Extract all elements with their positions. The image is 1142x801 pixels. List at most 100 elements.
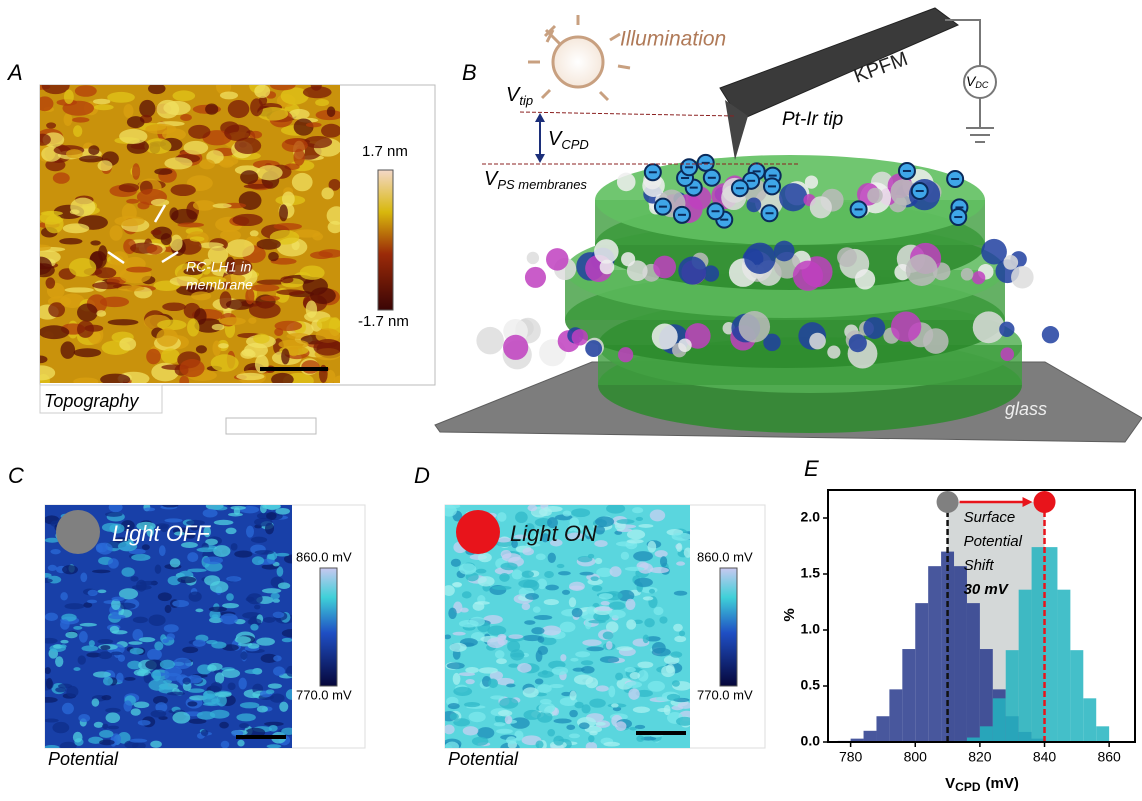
- panel-label: B: [462, 60, 477, 85]
- bar: [967, 603, 980, 742]
- texture-spot: [109, 615, 126, 620]
- texture-spot: [203, 690, 216, 699]
- texture-spot: [625, 567, 645, 571]
- texture-spot: [506, 684, 515, 688]
- texture-spot: [275, 321, 303, 331]
- texture-spot: [245, 669, 261, 674]
- texture-spot: [230, 506, 245, 510]
- texture-spot: [33, 263, 55, 277]
- texture-spot: [65, 632, 77, 639]
- protein: [906, 254, 938, 286]
- texture-spot: [270, 693, 285, 702]
- texture-spot: [553, 736, 564, 746]
- texture-spot: [118, 655, 125, 662]
- texture-spot: [269, 725, 278, 732]
- texture-spot: [557, 564, 565, 568]
- protein: [618, 347, 633, 362]
- texture-spot: [465, 679, 474, 684]
- texture-spot: [254, 605, 260, 610]
- texture-spot: [306, 122, 322, 127]
- bar: [993, 698, 1006, 742]
- protein: [600, 260, 615, 275]
- texture-spot: [34, 134, 51, 146]
- texture-spot: [262, 588, 281, 593]
- texture-spot: [66, 149, 83, 158]
- texture-spot: [42, 638, 58, 644]
- texture-spot: [249, 131, 262, 139]
- texture-spot: [670, 651, 682, 657]
- texture-spot: [267, 744, 282, 748]
- texture-spot: [638, 524, 653, 528]
- texture-spot: [164, 157, 192, 169]
- texture-spot: [172, 712, 190, 724]
- texture-spot: [72, 117, 90, 122]
- texture-spot: [197, 711, 215, 719]
- y-tick-label: 1.0: [801, 621, 821, 637]
- texture-spot: [626, 619, 636, 629]
- texture-spot: [39, 325, 69, 339]
- texture-spot: [226, 239, 255, 257]
- texture-spot: [156, 328, 178, 346]
- texture-spot: [212, 340, 221, 356]
- texture-spot: [270, 80, 296, 91]
- texture-spot: [450, 713, 459, 720]
- bar: [1006, 650, 1019, 742]
- texture-spot: [449, 643, 466, 652]
- texture-spot: [569, 582, 585, 591]
- texture-spot: [165, 673, 182, 681]
- texture-spot: [139, 637, 155, 642]
- texture-spot: [129, 739, 147, 743]
- texture-spot: [627, 539, 644, 543]
- texture-spot: [60, 619, 70, 630]
- texture-spot: [536, 741, 544, 749]
- protein: [746, 198, 761, 213]
- texture-spot: [100, 645, 110, 650]
- texture-spot: [492, 586, 512, 590]
- texture-spot: [462, 591, 472, 598]
- protein: [1042, 326, 1059, 343]
- texture-spot: [443, 724, 454, 734]
- protein: [805, 175, 818, 188]
- protein: [527, 252, 539, 264]
- legend: Light ON: [510, 521, 597, 546]
- texture-spot: [248, 643, 260, 648]
- texture-spot: [203, 509, 218, 518]
- texture-spot: [443, 504, 461, 509]
- texture-spot: [463, 726, 479, 735]
- texture-spot: [562, 590, 570, 595]
- bar: [876, 716, 889, 742]
- texture-spot: [674, 591, 687, 596]
- texture-spot: [643, 634, 649, 643]
- texture-spot: [552, 667, 568, 676]
- protein: [1011, 266, 1034, 289]
- protein: [1003, 255, 1018, 270]
- texture-spot: [98, 651, 112, 659]
- texture-spot: [570, 690, 577, 700]
- texture-spot: [61, 341, 76, 358]
- texture-spot: [154, 168, 172, 175]
- texture-spot: [92, 698, 100, 706]
- texture-spot: [586, 742, 597, 752]
- panel-c: C Light OFF 860.0 mV 770.0 mV Potential: [8, 463, 365, 769]
- texture-spot: [499, 698, 518, 709]
- texture-spot: [138, 720, 151, 726]
- texture-spot: [132, 163, 140, 180]
- texture-spot: [453, 582, 462, 587]
- protein: [525, 267, 546, 288]
- texture-spot: [99, 730, 113, 738]
- texture-spot: [108, 726, 119, 730]
- texture-spot: [676, 561, 685, 565]
- texture-spot: [159, 545, 166, 556]
- texture-spot: [165, 605, 172, 613]
- scale-max: 860.0 mV: [697, 549, 753, 564]
- annotation: 30 mV: [964, 581, 1010, 598]
- texture-spot: [44, 719, 59, 723]
- texture-spot: [679, 631, 685, 637]
- bar: [1032, 547, 1045, 742]
- texture-spot: [137, 670, 149, 676]
- texture-spot: [609, 610, 626, 619]
- texture-spot: [240, 702, 260, 708]
- annotation: RC-LH1 in: [186, 259, 252, 275]
- protein: [837, 247, 857, 267]
- texture-spot: [170, 558, 181, 567]
